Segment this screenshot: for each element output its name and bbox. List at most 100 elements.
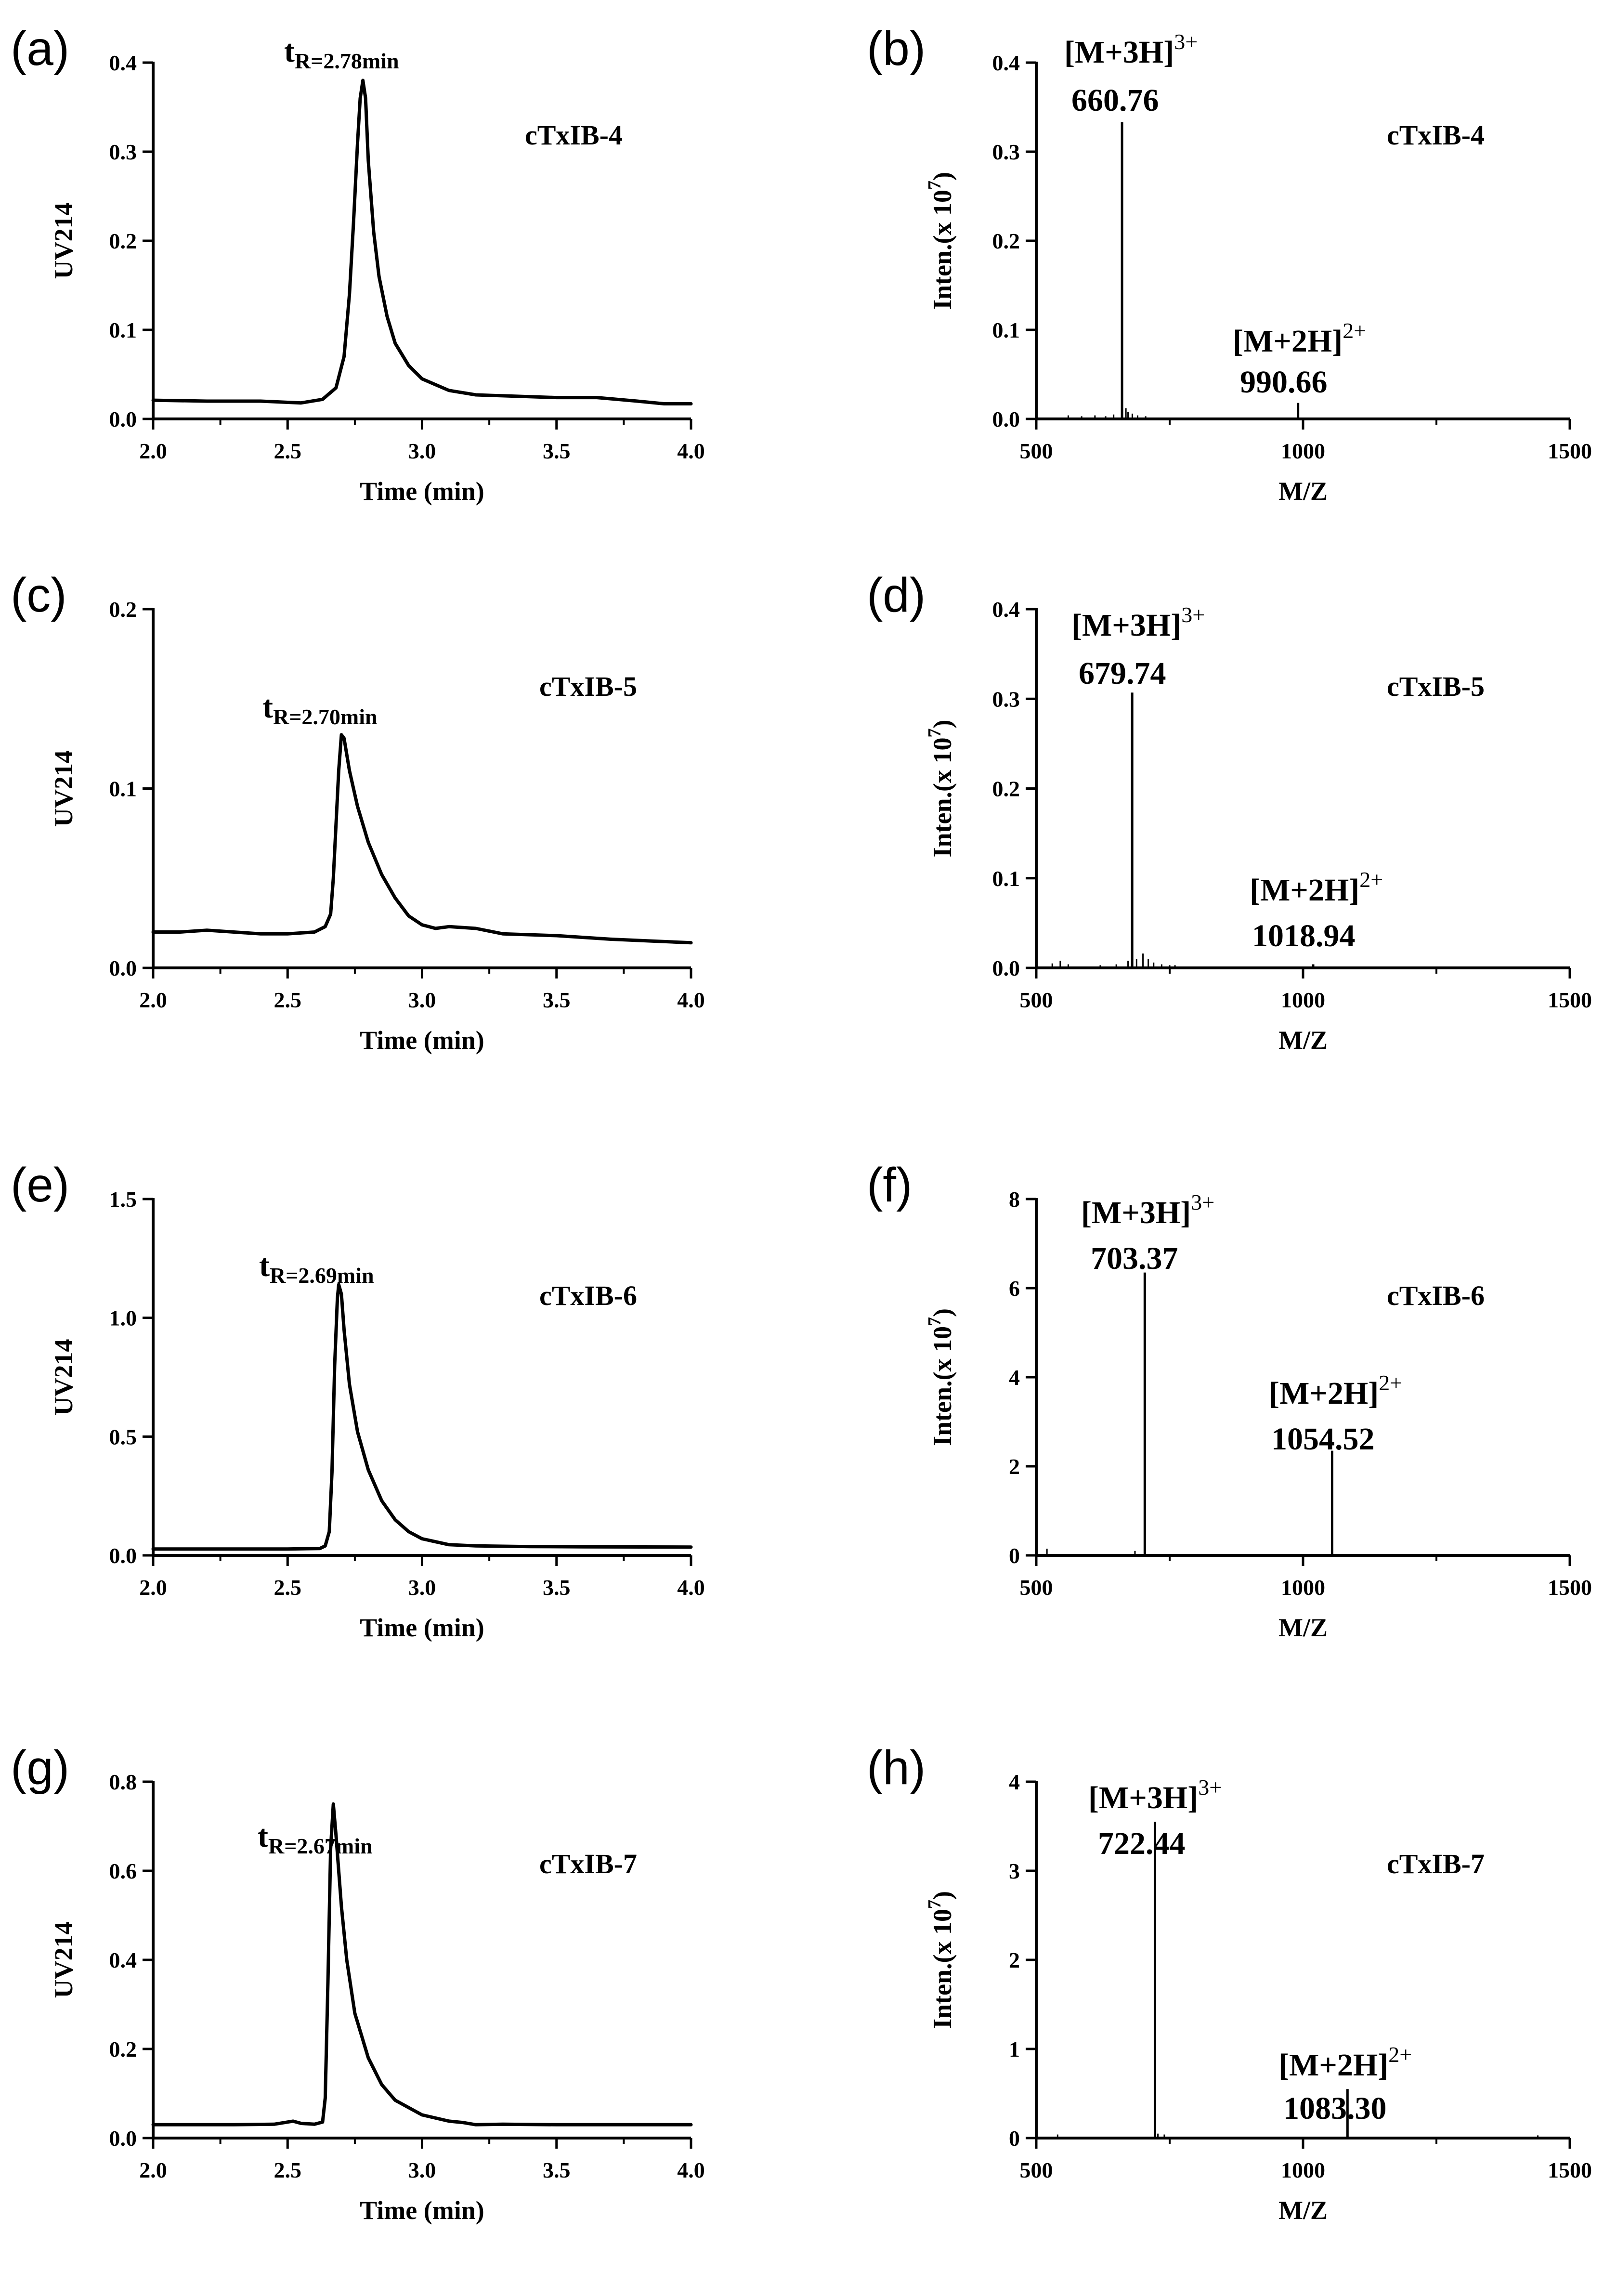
y-tick-label: 0.2 [109,2037,137,2061]
retention-time-t: t [284,34,295,69]
y-tick-label: 0 [1009,2126,1020,2151]
ion-charge: 2+ [1359,867,1383,892]
x-tick-label: 500 [1020,1575,1053,1600]
sample-label: cTxIB-6 [1387,1280,1485,1311]
x-tick-label: 2.5 [274,988,302,1012]
x-axis-title: Time (min) [360,2196,484,2225]
y-tick-label: 0.1 [992,866,1020,891]
chart-panel-c: (c) 2.0 2.5 3.0 3.5 4.0 0.0 0.1 0.2 Time (min) UV2… [11,568,705,1055]
x-tick-label: 500 [1020,2158,1053,2182]
chart-panel-d: (d) 500 1000 1500 0.0 0.1 0.2 0.3 0.4 M/Z Inten.(x… [867,568,1592,1055]
peak-mz-label: 1083.30 [1283,2091,1387,2126]
x-axis-title: M/Z [1278,2196,1328,2225]
y-axis-title: UV214 [49,1339,78,1416]
chart-panel-h: (h) 500 1000 1500 0 1 2 3 4 M/Z Inten.(x 107) cTxIB… [867,1741,1592,2225]
y-tick-label: 0.1 [992,318,1020,342]
y-axis-title-close: ) [928,1891,957,1900]
y-tick-label: 0.3 [109,140,137,164]
y-axis-title: UV214 [49,1922,78,1998]
ion-formula: [M+2H] [1250,873,1359,908]
x-tick-label: 1000 [1281,2158,1325,2182]
x-tick-label: 1000 [1281,988,1325,1012]
y-tick-label: 0.4 [109,51,137,75]
y-axis-title-close: ) [928,720,957,729]
ion-charge: 3+ [1174,29,1198,54]
y-axis-title-close: ) [928,172,957,181]
ion-formula: [M+3H] [1088,1780,1198,1815]
x-axis-title: Time (min) [360,477,484,506]
y-axis-title-text: Inten.(x 10 [928,1326,957,1446]
y-axis-title-text: Inten.(x 10 [928,1909,957,2029]
x-tick-label: 500 [1020,988,1053,1012]
chart-panel-g: (g) 2.0 2.5 3.0 3.5 4.0 0.0 0.2 0.4 0.6 0.8 Time (m… [11,1741,705,2225]
ion-label: [M+3H]3+ [1071,602,1205,643]
y-tick-label: 0.4 [109,1948,137,1972]
x-axis-title: M/Z [1278,1613,1328,1642]
sample-label: cTxIB-6 [539,1280,637,1311]
y-tick-label: 0.0 [992,956,1020,980]
y-tick-label: 2 [1009,1948,1020,1972]
y-axis-title: Inten.(x 107) [925,172,957,310]
sample-label: cTxIB-4 [1387,119,1485,151]
panel-letter: (d) [867,568,926,622]
y-tick-label: 0.0 [109,2126,137,2151]
x-tick-label: 2.5 [274,2158,302,2182]
y-tick-label: 0.2 [992,777,1020,801]
y-tick-label: 0.2 [109,597,137,622]
retention-time-label: tR=2.78min [284,34,399,73]
panel-letter: (h) [867,1741,926,1795]
uv-trace-line [151,1283,693,1551]
y-axis-title-text: Inten.(x 10 [928,190,957,310]
panel-letter: (b) [867,22,926,76]
ion-charge: 3+ [1181,602,1205,627]
peak-mz-label: 1054.52 [1271,1422,1375,1457]
y-axis-title: UV214 [49,750,78,827]
peak-mz-label: 990.66 [1240,365,1328,400]
chart-panel-b: (b) 500 1000 1500 0.0 0.1 0.2 0.3 0.4 M/Z Inten.(x… [867,22,1592,506]
x-tick-label: 3.0 [408,2158,436,2182]
x-tick-label: 4.0 [677,2158,705,2182]
y-axis-title-exponent: 7 [925,1317,945,1326]
panel-letter: (e) [11,1158,69,1212]
y-tick-label: 0.4 [992,597,1020,622]
retention-time-t: t [258,1819,268,1854]
ion-label: [M+3H]3+ [1088,1775,1222,1815]
y-axis-title: Inten.(x 107) [925,1891,957,2029]
panel-letter: (g) [11,1741,69,1795]
retention-time-t: t [262,690,273,725]
x-tick-label: 2.0 [139,988,167,1012]
x-tick-label: 2.5 [274,439,302,463]
y-axis-title-close: ) [928,1308,957,1317]
ion-charge: 2+ [1388,2042,1412,2067]
ion-charge: 2+ [1343,318,1366,343]
ion-charge: 3+ [1191,1190,1214,1214]
retention-time-subscript: R=2.78min [295,49,399,73]
retention-time-label: tR=2.67min [258,1819,373,1858]
ion-formula: [M+3H] [1071,608,1181,643]
uv-trace-line [151,733,693,945]
x-tick-label: 1500 [1548,1575,1592,1600]
x-tick-label: 1500 [1548,439,1592,463]
ion-label: [M+3H]3+ [1064,29,1198,70]
retention-time-subscript: R=2.69min [270,1263,374,1288]
sample-label: cTxIB-7 [1387,1848,1485,1879]
y-tick-label: 0.0 [992,407,1020,431]
y-tick-label: 0.6 [109,1859,137,1883]
y-tick-label: 0.2 [992,229,1020,253]
x-tick-label: 3.0 [408,439,436,463]
y-tick-label: 2 [1009,1454,1020,1479]
x-tick-label: 1500 [1548,988,1592,1012]
ion-formula: [M+2H] [1233,324,1343,359]
x-axis-title: M/Z [1278,1026,1328,1055]
y-tick-label: 0.0 [109,956,137,980]
y-axis-title-text: Inten.(x 10 [928,737,957,857]
x-tick-label: 3.0 [408,1575,436,1600]
uv-trace-line [151,1802,693,2126]
y-tick-label: 0.0 [109,407,137,431]
panel-letter: (c) [11,568,67,622]
peak-mz-label: 679.74 [1079,656,1166,691]
x-tick-label: 3.5 [543,988,571,1012]
y-tick-label: 3 [1009,1859,1020,1883]
x-tick-label: 1500 [1548,2158,1592,2182]
y-axis-title: UV214 [49,203,78,279]
